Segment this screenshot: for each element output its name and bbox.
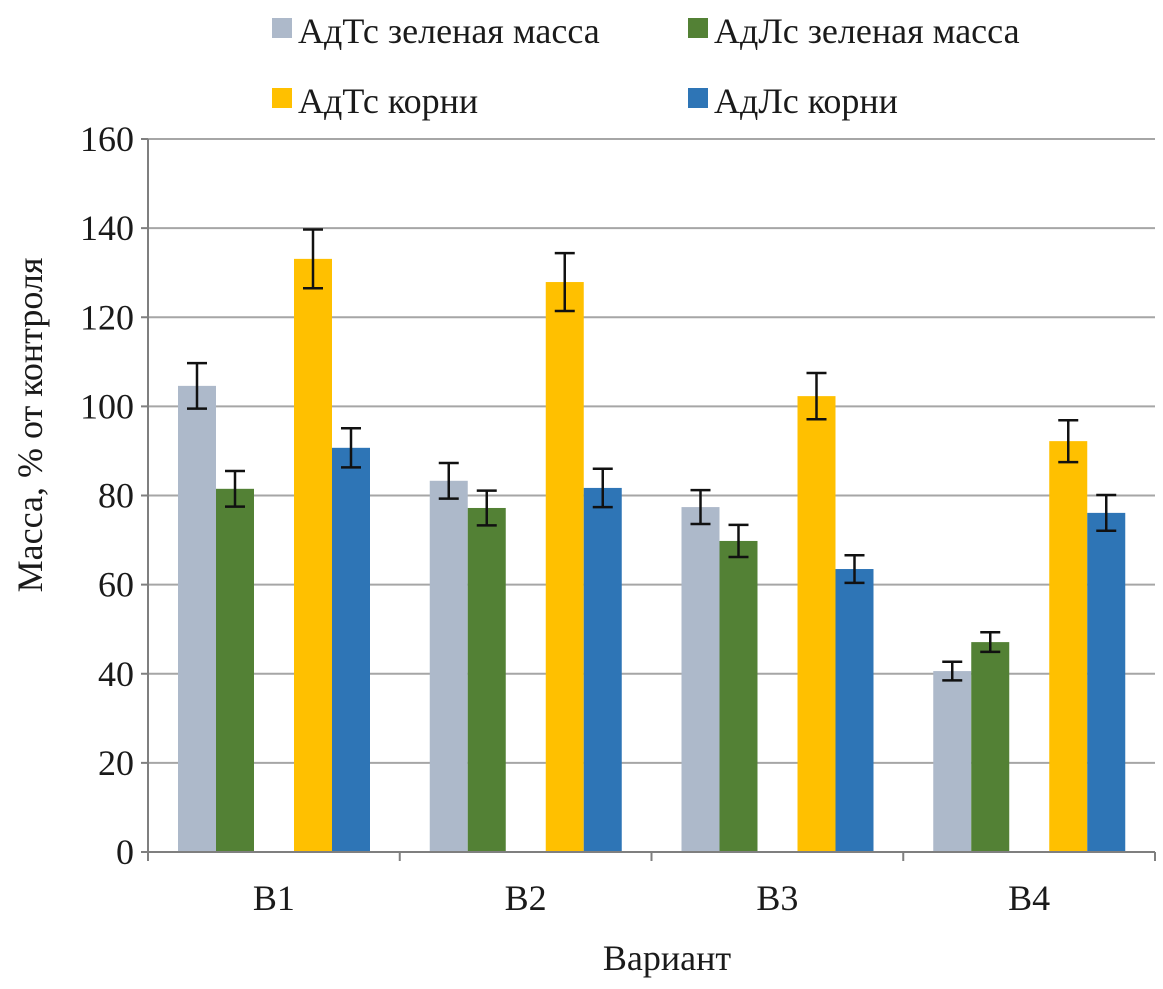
y-tick-label: 20: [98, 743, 134, 783]
bar: [797, 396, 836, 852]
bar: [294, 258, 332, 852]
axes: 0 20 40 60 80 100 120 140 160 B1 B2 B3 B4: [80, 119, 1156, 918]
legend-label: АдЛс корни: [714, 81, 898, 121]
legend-swatch: [272, 18, 292, 38]
legend-swatch: [272, 88, 292, 108]
bar: [971, 642, 1010, 852]
bar: [1087, 512, 1126, 852]
x-tick-label: B2: [505, 878, 547, 918]
x-tick-label: B1: [253, 878, 295, 918]
bar: [933, 671, 972, 852]
y-tick-label: 100: [80, 386, 134, 426]
bar: [429, 480, 468, 852]
x-axis-label: Вариант: [603, 938, 732, 978]
y-tick-label: 160: [80, 119, 134, 159]
bar: [216, 488, 254, 852]
bar: [467, 507, 506, 852]
bar: [332, 447, 370, 852]
y-tick-label: 0: [116, 832, 134, 872]
legend-swatch: [688, 18, 708, 38]
bar: [719, 540, 758, 852]
x-tick-label: B4: [1008, 878, 1050, 918]
bar: [835, 569, 874, 852]
legend: АдТс зеленая масса АдЛс зеленая масса АдТс…: [272, 11, 1020, 121]
bar: [178, 385, 216, 852]
y-tick-label: 60: [98, 565, 134, 605]
bars: [178, 228, 1126, 852]
legend-swatch: [688, 88, 708, 108]
legend-label: АдЛс зеленая масса: [714, 11, 1020, 51]
y-tick-label: 120: [80, 297, 134, 337]
legend-label: АдТс зеленая масса: [298, 11, 600, 51]
y-tick-label: 40: [98, 654, 134, 694]
y-axis-label: Масса, % от контроля: [10, 258, 50, 593]
y-tick-label: 80: [98, 476, 134, 516]
bar: [1049, 441, 1088, 852]
x-tick-label: B3: [756, 878, 798, 918]
bar: [583, 487, 622, 852]
bar: [545, 282, 584, 852]
legend-label: АдТс корни: [298, 81, 478, 121]
bar: [681, 507, 720, 852]
y-tick-label: 140: [80, 208, 134, 248]
